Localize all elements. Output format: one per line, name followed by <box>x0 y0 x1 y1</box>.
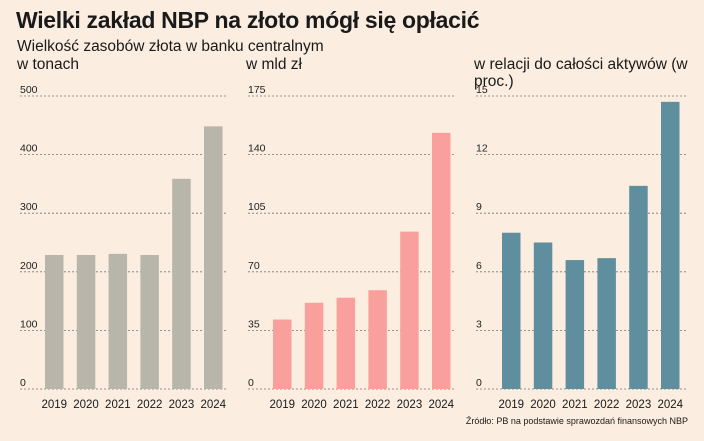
bar-2021 <box>108 253 128 389</box>
x-tick-label: 2023 <box>626 399 652 411</box>
bar-2022 <box>140 254 159 389</box>
y-tick-label: 200 <box>20 260 38 272</box>
bar-2024 <box>432 132 451 389</box>
bar-2022 <box>368 290 387 389</box>
y-tick-label: 3 <box>476 318 482 330</box>
y-tick-label: 6 <box>476 260 482 272</box>
y-tick-label: 500 <box>20 84 38 96</box>
y-tick-label: 175 <box>248 84 266 96</box>
y-tick-label: 0 <box>476 377 482 389</box>
x-tick-label: 2020 <box>530 399 556 411</box>
y-tick-label: 35 <box>248 318 260 330</box>
x-tick-label: 2024 <box>200 399 226 411</box>
bar-2019 <box>502 232 521 389</box>
x-tick-label: 2023 <box>169 399 195 411</box>
chart-panel-value: 0 35 70 105 140 175 2019 2020 2021 2022 2023 2024 <box>248 84 455 411</box>
y-tick-label: 400 <box>20 143 38 155</box>
bar-2020 <box>533 242 553 389</box>
x-tick-label: 2021 <box>333 399 359 411</box>
bar-2021 <box>565 260 585 389</box>
x-tick-label: 2019 <box>498 399 524 411</box>
x-tick-label: 2023 <box>397 399 423 411</box>
bar-2024 <box>204 126 223 389</box>
bar-2022 <box>597 258 616 389</box>
bar-2019 <box>273 319 292 389</box>
panel-label-value: w mld zł <box>246 56 302 73</box>
bar-2023 <box>629 185 648 389</box>
x-tick-label: 2019 <box>41 399 67 411</box>
y-tick-label: 300 <box>20 201 38 213</box>
panel-label-share: w relacji do całości aktywów (w proc.) <box>474 56 688 90</box>
y-tick-label: 100 <box>20 318 38 330</box>
bar-2019 <box>45 254 64 389</box>
x-tick-label: 2020 <box>73 399 99 411</box>
bar-2024 <box>661 101 680 390</box>
y-tick-label: 105 <box>248 201 266 213</box>
x-tick-label: 2021 <box>105 399 131 411</box>
y-tick-label: 140 <box>248 143 266 155</box>
x-tick-label: 2019 <box>269 399 295 411</box>
chart-panel-share: 0 3 6 9 12 15 2019 2020 2021 2022 2023 2024 <box>476 84 686 411</box>
y-tick-label: 0 <box>248 377 254 389</box>
bar-2021 <box>336 297 356 389</box>
bar-2023 <box>400 231 419 389</box>
x-tick-label: 2020 <box>301 399 327 411</box>
y-tick-label: 0 <box>20 377 26 389</box>
y-tick-label: 12 <box>476 143 488 155</box>
chart-panel-tonnes: 0 100 200 300 400 500 2019 2020 2021 2022 2023 2024 <box>20 84 228 411</box>
bar-2023 <box>172 178 191 389</box>
x-tick-label: 2024 <box>428 399 454 411</box>
y-tick-label: 15 <box>476 84 488 96</box>
panel-label-tonnes: w tonach <box>17 56 80 73</box>
chart-subtitle: Wielkość zasobów złota w banku centralny… <box>17 38 324 55</box>
y-tick-label: 9 <box>476 201 482 213</box>
bar-2020 <box>76 254 96 389</box>
x-tick-label: 2022 <box>594 399 620 411</box>
chart-title: Wielki zakład NBP na złoto mógł się opła… <box>16 7 480 33</box>
x-tick-label: 2024 <box>657 399 683 411</box>
y-tick-label: 70 <box>248 260 260 272</box>
x-tick-label: 2022 <box>365 399 391 411</box>
bar-2020 <box>304 302 324 389</box>
x-tick-label: 2022 <box>137 399 163 411</box>
source-note: Źródło: PB na podstawie sprawozdań finan… <box>465 416 688 426</box>
x-tick-label: 2021 <box>562 399 588 411</box>
